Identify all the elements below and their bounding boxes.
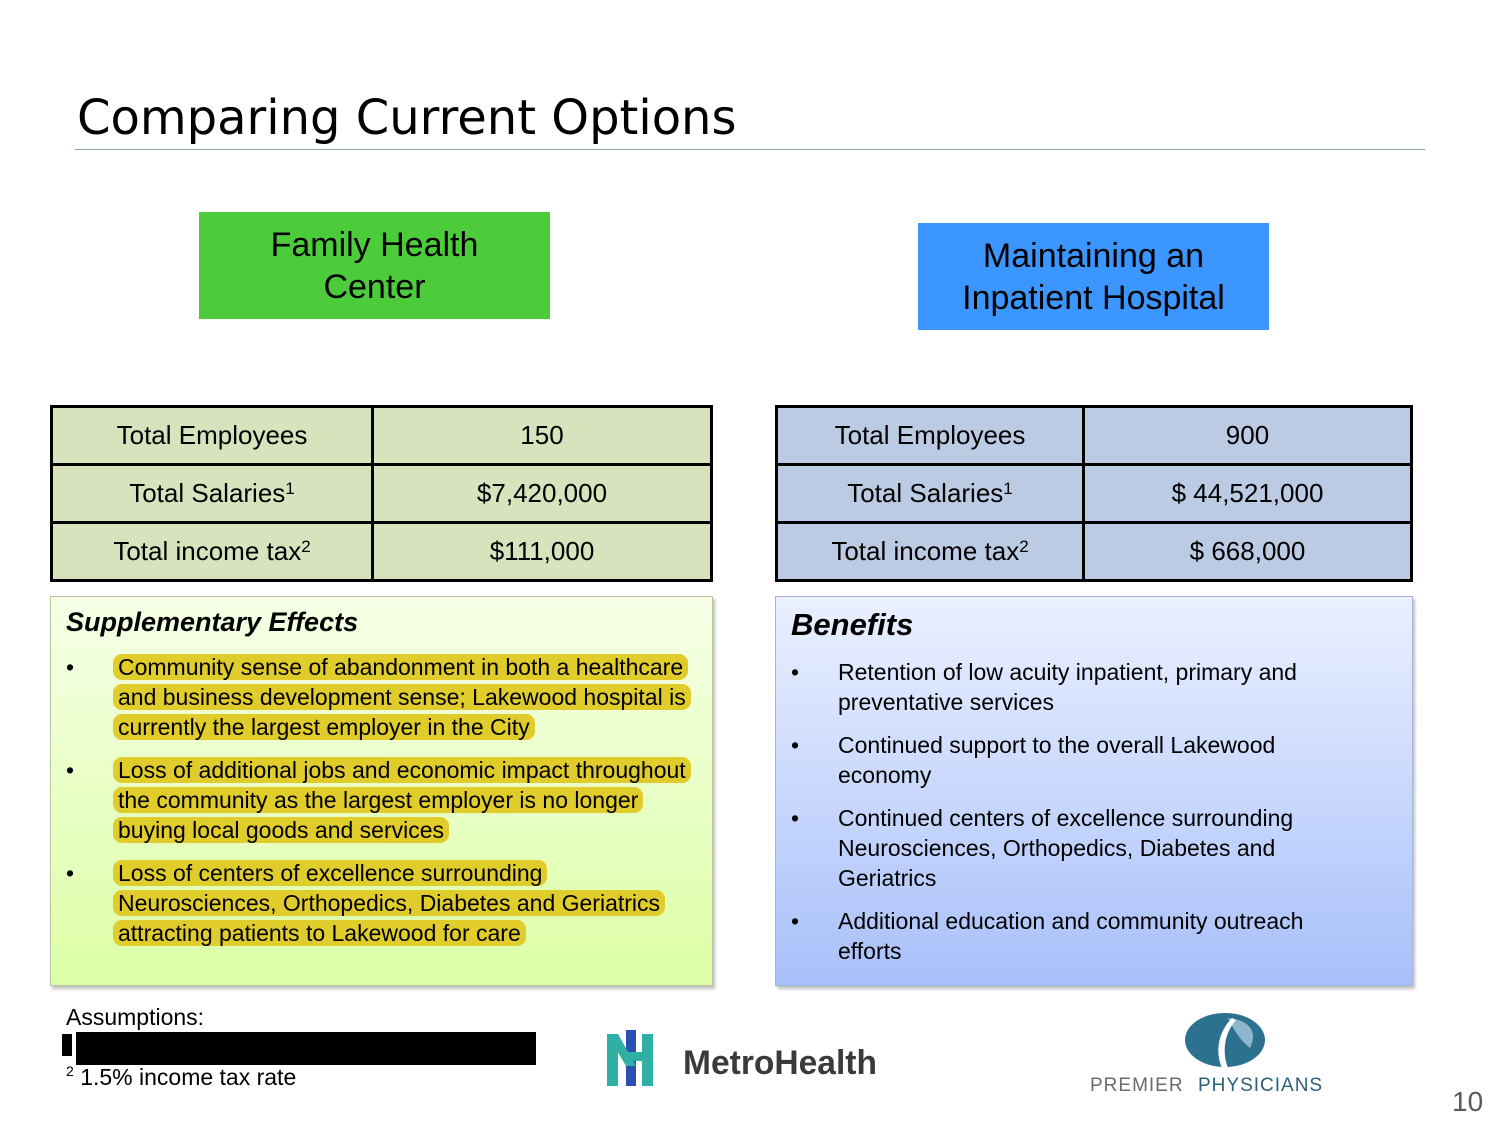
benefits-box: Benefits Retention of low acuity inpatie… <box>775 596 1413 986</box>
list-item: Continued support to the overall Lakewoo… <box>791 730 1351 790</box>
row-label: Total Salaries <box>129 478 286 508</box>
row-value: $ 668,000 <box>1082 521 1413 582</box>
list-item: Community sense of abandonment in both a… <box>66 652 706 742</box>
table-row: Total Salaries1 $ 44,521,000 <box>775 463 1413 524</box>
list-item: Continued centers of excellence surround… <box>791 803 1351 893</box>
title-divider <box>75 149 1425 150</box>
footnote-marker: 2 <box>66 1063 74 1079</box>
footnote-ref: 1 <box>285 479 295 498</box>
highlighted-text: Loss of centers of excellence surroundin… <box>113 860 666 946</box>
row-value: 150 <box>371 405 713 466</box>
highlighted-text: Loss of additional jobs and economic imp… <box>113 757 691 843</box>
row-value: $ 44,521,000 <box>1082 463 1413 524</box>
logo-text: PREMIER <box>1090 1075 1184 1096</box>
page-title: Comparing Current Options <box>77 90 737 146</box>
table-row: Total Employees 150 <box>50 405 713 466</box>
benefits-list: Retention of low acuity inpatient, prima… <box>791 657 1351 966</box>
supplementary-list: Community sense of abandonment in both a… <box>66 652 706 948</box>
redaction-bar <box>62 1034 72 1056</box>
supplementary-effects-box: Supplementary Effects Community sense of… <box>50 596 713 986</box>
row-value: 900 <box>1082 405 1413 466</box>
row-label: Total income tax <box>113 536 302 566</box>
premier-physicians-logo: PREMIER PHYSICIANS <box>1090 1012 1365 1102</box>
row-label: Total Employees <box>834 420 1026 450</box>
logo-text: MetroHealth <box>683 1044 877 1082</box>
family-health-center-header: Family Health Center <box>199 212 550 319</box>
header-text: Maintaining an Inpatient Hospital <box>962 236 1225 317</box>
box-title: Supplementary Effects <box>66 607 359 637</box>
table-row: Total Employees 900 <box>775 405 1413 466</box>
inpatient-hospital-table: Total Employees 900 Total Salaries1 $ 44,5… <box>775 405 1413 582</box>
box-title: Benefits <box>791 607 914 642</box>
footnote-text: 1.5% income tax rate <box>80 1064 297 1090</box>
row-label: Total Employees <box>116 420 308 450</box>
row-value: $7,420,000 <box>371 463 713 524</box>
family-health-center-table: Total Employees 150 Total Salaries1 $7,420… <box>50 405 713 582</box>
list-item: Additional education and community outre… <box>791 906 1351 966</box>
page-number: 10 <box>1452 1086 1484 1117</box>
highlighted-text: Community sense of abandonment in both a… <box>113 654 691 740</box>
list-item: Loss of additional jobs and economic imp… <box>66 755 706 845</box>
footnote-ref: 1 <box>1003 479 1013 498</box>
list-item: Retention of low acuity inpatient, prima… <box>791 657 1351 717</box>
footnote-2: 2 1.5% income tax rate <box>66 1064 296 1091</box>
row-label: Total income tax <box>831 536 1020 566</box>
header-text: Family Health Center <box>270 225 479 306</box>
row-value: $111,000 <box>371 521 713 582</box>
premier-mark-icon: PREMIER PHYSICIANS <box>1090 1013 1323 1096</box>
list-item: Loss of centers of excellence surroundin… <box>66 858 706 948</box>
table-row: Total Salaries1 $7,420,000 <box>50 463 713 524</box>
metrohealth-mark-icon: MetroHealth <box>607 1030 877 1086</box>
inpatient-hospital-header: Maintaining an Inpatient Hospital <box>918 223 1269 330</box>
metrohealth-logo: MetroHealth <box>607 1030 882 1095</box>
logo-text: PHYSICIANS <box>1198 1075 1323 1096</box>
row-label: Total Salaries <box>847 478 1004 508</box>
footnote-ref: 2 <box>301 537 311 556</box>
assumptions-label: Assumptions: <box>66 1004 205 1030</box>
table-row: Total income tax2 $ 668,000 <box>775 521 1413 582</box>
table-row: Total income tax2 $111,000 <box>50 521 713 582</box>
footnote-ref: 2 <box>1019 537 1029 556</box>
redaction-bar <box>76 1032 536 1065</box>
